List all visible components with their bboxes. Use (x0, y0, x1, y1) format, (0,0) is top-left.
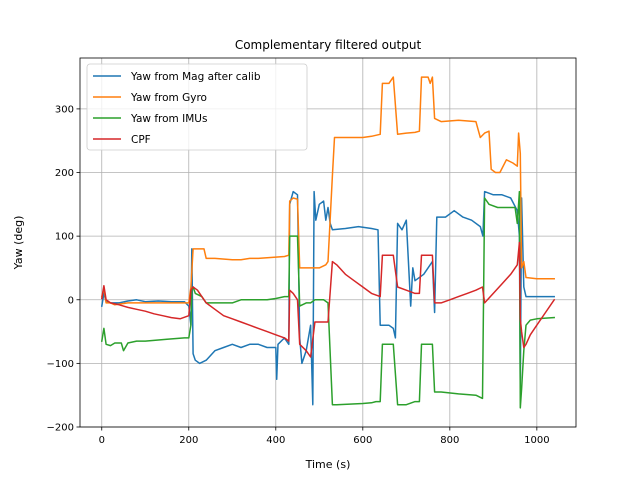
y-axis: −200 −100 0 100 200 300 (47, 104, 80, 434)
legend-label-cpf: CPF (131, 134, 151, 146)
x-tick-label: 800 (440, 435, 459, 446)
legend-label-yaw-from-mag-after-calib: Yaw from Mag after calib (130, 71, 261, 83)
x-axis-label: Time (s) (305, 458, 351, 471)
x-tick-label: 200 (179, 435, 198, 446)
y-tick-label: 200 (55, 168, 74, 179)
y-tick-label: 0 (68, 295, 74, 306)
legend-box (86, 63, 308, 151)
series-line-cpf (100, 241, 556, 358)
y-tick-label: −200 (47, 423, 74, 434)
y-tick-label: −100 (47, 359, 74, 370)
x-tick-label: 400 (266, 435, 285, 446)
series-line-yaw-from-gyro (100, 76, 555, 306)
legend-label-yaw-from-imus: Yaw from IMUs (130, 113, 207, 125)
x-axis: 0 200 400 600 800 1000 (99, 427, 550, 446)
y-axis-label: Yaw (deg) (12, 216, 25, 271)
series-line-yaw-from-imus (100, 190, 555, 409)
legend-label-yaw-from-gyro: Yaw from Gyro (130, 92, 207, 104)
legend: Yaw from Mag after calib Yaw from Gyro Yaw… (86, 63, 308, 151)
x-tick-label: 1000 (524, 435, 549, 446)
x-tick-label: 600 (353, 435, 372, 446)
series-layer (100, 76, 556, 409)
y-tick-label: 100 (55, 232, 74, 243)
plot-frame (79, 57, 577, 428)
series-line-yaw-from-mag-after-calib (100, 190, 555, 406)
x-tick-label: 0 (99, 435, 105, 446)
chart-title: Complementary filtered output (235, 38, 422, 52)
y-tick-label: 300 (55, 104, 74, 115)
